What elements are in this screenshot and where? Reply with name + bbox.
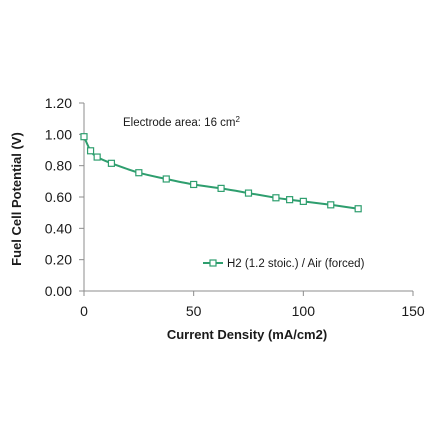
data-point-marker bbox=[93, 153, 101, 161]
data-point-marker bbox=[244, 189, 253, 197]
data-point-marker bbox=[272, 194, 280, 202]
y-tick-label: 1.20 bbox=[45, 95, 72, 111]
legend-label: H2 (1.2 stoic.) / Air (forced) bbox=[227, 258, 365, 270]
y-tick-label: 0.40 bbox=[45, 220, 72, 236]
x-tick-label: 150 bbox=[401, 303, 425, 319]
x-tick-label: 50 bbox=[186, 303, 202, 319]
x-axis-title: Current Density (mA/cm2) bbox=[167, 327, 327, 342]
data-point-marker bbox=[299, 197, 307, 205]
data-point-marker bbox=[217, 184, 225, 192]
y-tick-label: 0.60 bbox=[45, 189, 72, 205]
data-point-marker bbox=[354, 205, 362, 213]
y-tick-label: 0.20 bbox=[45, 252, 72, 268]
data-point-marker bbox=[107, 159, 116, 167]
annotation-text: Electrode area: 16 cm2 bbox=[123, 115, 241, 129]
series-layer bbox=[80, 133, 362, 213]
y-tick-label: 0.00 bbox=[45, 283, 72, 299]
y-tick-label: 0.80 bbox=[45, 158, 72, 174]
y-tick-label: 1.00 bbox=[45, 126, 72, 142]
data-point-marker bbox=[135, 169, 143, 177]
legend-marker-swatch bbox=[209, 259, 217, 267]
x-tick-label: 100 bbox=[292, 303, 316, 319]
series-line bbox=[83, 136, 359, 210]
data-point-marker bbox=[327, 201, 335, 209]
x-tick-label: 0 bbox=[80, 303, 88, 319]
data-point-marker bbox=[162, 175, 170, 183]
legend: H2 (1.2 stoic.) / Air (forced) bbox=[203, 258, 365, 270]
data-point-marker bbox=[286, 196, 294, 204]
y-axis-title: Fuel Cell Potential (V) bbox=[9, 132, 24, 266]
data-point-marker bbox=[86, 147, 95, 155]
data-point-marker bbox=[190, 180, 198, 189]
data-point-marker bbox=[80, 133, 88, 141]
ticks-layer: 0.00 0.20 0.40 0.60 0.80 1.00 1.20 0 50 100 150 bbox=[45, 95, 425, 319]
